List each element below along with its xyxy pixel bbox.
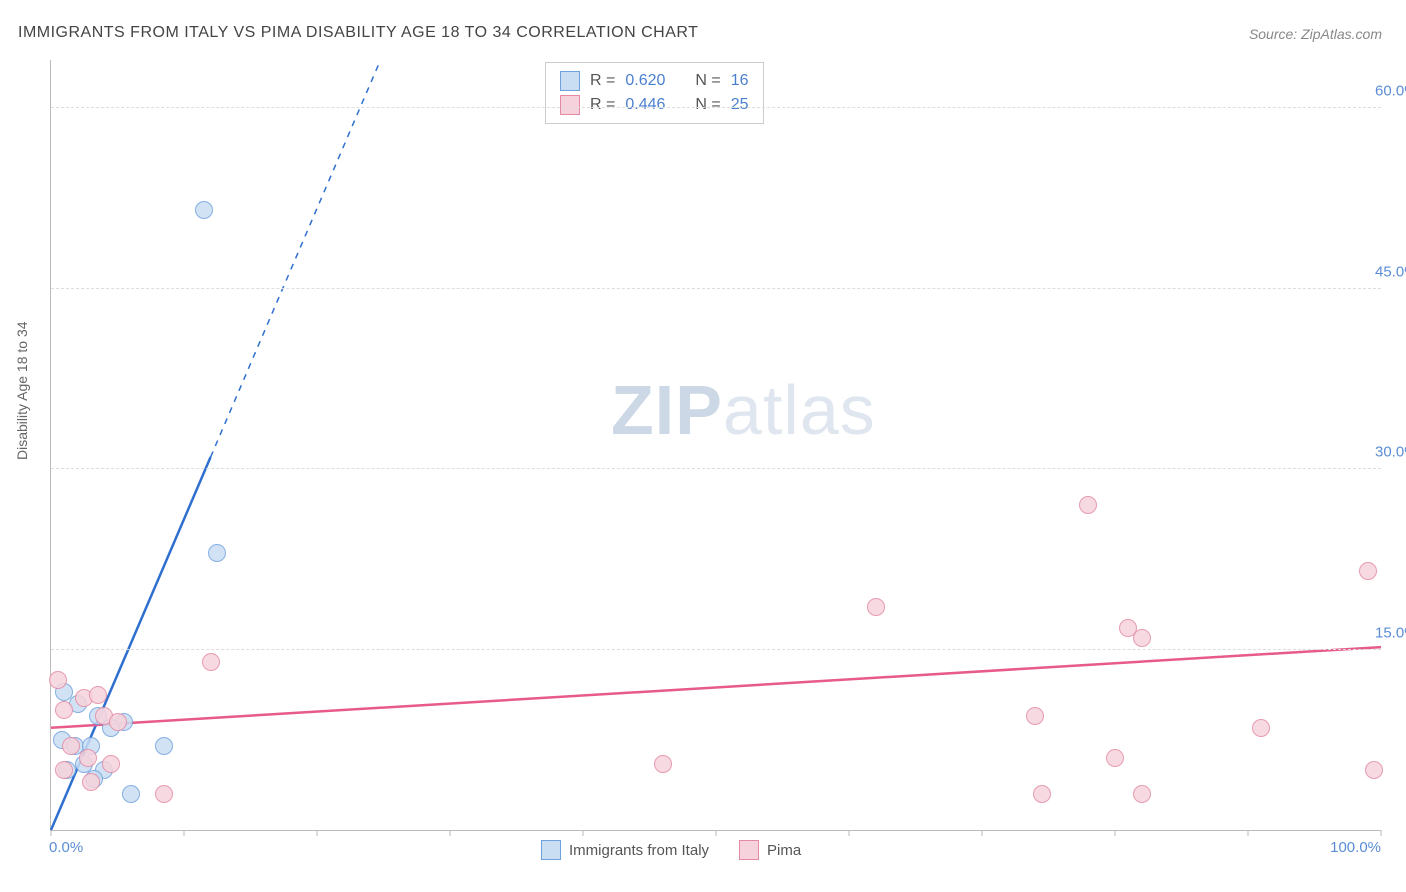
- x-tick-mark: [1248, 830, 1249, 836]
- data-point: [202, 653, 220, 671]
- data-point: [654, 755, 672, 773]
- x-tick-mark: [1115, 830, 1116, 836]
- data-point: [55, 701, 73, 719]
- data-point: [62, 737, 80, 755]
- scatter-plot: ZIPatlas R =0.620N =16R =0.446N =25 Immi…: [50, 60, 1381, 831]
- gridline: [51, 649, 1381, 650]
- x-tick-mark: [583, 830, 584, 836]
- data-point: [49, 671, 67, 689]
- series-legend: Immigrants from Italy Pima: [541, 840, 801, 860]
- x-tick-mark: [184, 830, 185, 836]
- correlation-legend: R =0.620N =16R =0.446N =25: [545, 62, 764, 124]
- y-tick-label: 45.0%: [1375, 263, 1406, 280]
- data-point: [1359, 562, 1377, 580]
- y-tick-label: 30.0%: [1375, 444, 1406, 461]
- y-tick-label: 60.0%: [1375, 83, 1406, 100]
- y-tick-label: 15.0%: [1375, 624, 1406, 641]
- data-point: [1252, 719, 1270, 737]
- legend-item: Immigrants from Italy: [541, 840, 709, 860]
- data-point: [1106, 749, 1124, 767]
- data-point: [155, 785, 173, 803]
- x-tick-mark: [51, 830, 52, 836]
- data-point: [109, 713, 127, 731]
- legend-row: R =0.446N =25: [560, 93, 749, 117]
- gridline: [51, 288, 1381, 289]
- x-tick-mark: [982, 830, 983, 836]
- data-point: [1079, 496, 1097, 514]
- x-tick-label: 100.0%: [1330, 839, 1381, 856]
- trend-lines: [51, 60, 1381, 830]
- data-point: [1133, 629, 1151, 647]
- data-point: [55, 761, 73, 779]
- data-point: [1026, 707, 1044, 725]
- chart-title: IMMIGRANTS FROM ITALY VS PIMA DISABILITY…: [18, 24, 698, 42]
- data-point: [122, 785, 140, 803]
- data-point: [1365, 761, 1383, 779]
- x-tick-mark: [317, 830, 318, 836]
- gridline: [51, 107, 1381, 108]
- data-point: [867, 598, 885, 616]
- data-point: [82, 773, 100, 791]
- y-axis-label: Disability Age 18 to 34: [14, 321, 30, 460]
- x-tick-label: 0.0%: [49, 839, 83, 856]
- data-point: [195, 201, 213, 219]
- data-point: [208, 544, 226, 562]
- data-point: [155, 737, 173, 755]
- x-tick-mark: [716, 830, 717, 836]
- x-tick-mark: [849, 830, 850, 836]
- legend-row: R =0.620N =16: [560, 69, 749, 93]
- data-point: [1133, 785, 1151, 803]
- legend-item: Pima: [739, 840, 801, 860]
- data-point: [79, 749, 97, 767]
- source-label: Source: ZipAtlas.com: [1249, 26, 1382, 42]
- x-tick-mark: [1381, 830, 1382, 836]
- data-point: [102, 755, 120, 773]
- gridline: [51, 468, 1381, 469]
- x-tick-mark: [450, 830, 451, 836]
- data-point: [1033, 785, 1051, 803]
- data-point: [89, 686, 107, 704]
